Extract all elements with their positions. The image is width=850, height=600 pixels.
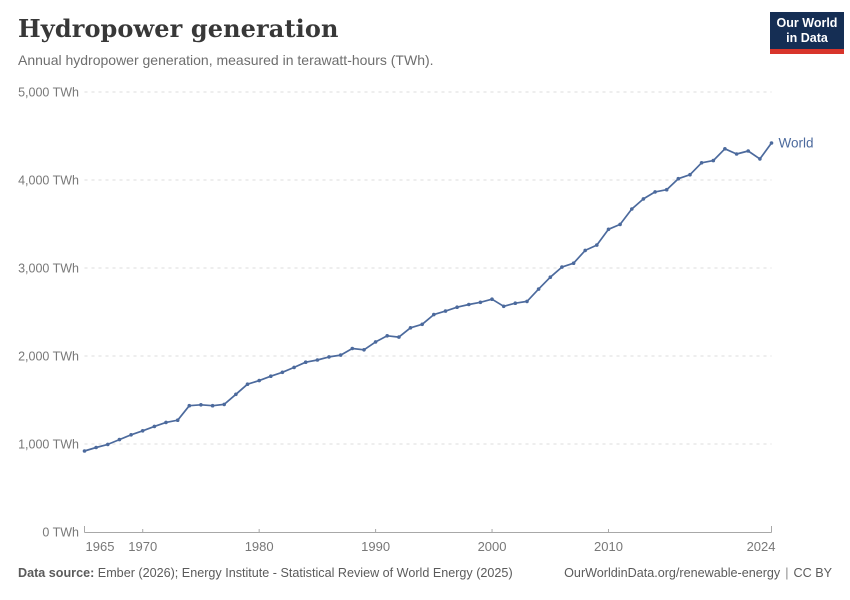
chart-footer: Data source: Ember (2026); Energy Instit… bbox=[18, 566, 832, 580]
chart-subtitle: Annual hydropower generation, measured i… bbox=[18, 52, 434, 68]
license-link[interactable]: CC BY bbox=[793, 566, 833, 580]
data-point[interactable] bbox=[432, 312, 436, 317]
y-axis-tick-label: 3,000 TWh bbox=[18, 262, 79, 276]
data-point[interactable] bbox=[653, 190, 657, 194]
data-point[interactable] bbox=[129, 433, 133, 437]
data-source-note: Data source: Ember (2026); Energy Instit… bbox=[18, 566, 513, 580]
data-point[interactable] bbox=[548, 275, 553, 280]
series-label-world[interactable]: World bbox=[779, 136, 814, 151]
data-point[interactable] bbox=[175, 418, 180, 423]
data-point[interactable] bbox=[490, 297, 494, 302]
data-point[interactable] bbox=[269, 374, 273, 379]
data-point[interactable] bbox=[408, 326, 413, 330]
data-point[interactable] bbox=[140, 429, 145, 433]
data-point[interactable] bbox=[758, 157, 762, 161]
data-point[interactable] bbox=[315, 358, 320, 362]
data-point[interactable] bbox=[257, 378, 262, 383]
data-point[interactable] bbox=[630, 207, 634, 211]
data-point[interactable] bbox=[478, 300, 483, 305]
data-point[interactable] bbox=[606, 227, 611, 232]
data-point[interactable] bbox=[769, 141, 774, 145]
y-axis-tick-label: 2,000 TWh bbox=[18, 350, 79, 364]
data-point[interactable] bbox=[362, 348, 366, 352]
data-point[interactable] bbox=[525, 299, 529, 304]
x-axis-tick-label: 1990 bbox=[361, 539, 390, 554]
data-point[interactable] bbox=[210, 403, 215, 408]
data-point[interactable] bbox=[152, 424, 157, 429]
data-point[interactable] bbox=[82, 449, 87, 453]
data-point[interactable] bbox=[711, 158, 716, 163]
page-title: Hydropower generation bbox=[18, 14, 339, 43]
owid-logo[interactable]: Our World in Data bbox=[770, 12, 844, 54]
y-axis-tick-label: 5,000 TWh bbox=[18, 86, 79, 100]
data-point[interactable] bbox=[245, 382, 250, 387]
data-point[interactable] bbox=[199, 403, 203, 407]
owid-logo-line2: in Data bbox=[786, 31, 828, 45]
y-axis-tick-label: 4,000 TWh bbox=[18, 174, 79, 188]
data-point[interactable] bbox=[676, 176, 681, 181]
data-point[interactable] bbox=[723, 147, 727, 151]
y-axis-tick-label: 1,000 TWh bbox=[18, 438, 79, 452]
data-source-text: Ember (2026); Energy Institute - Statist… bbox=[94, 566, 513, 580]
footer-separator: | bbox=[785, 566, 789, 580]
data-point[interactable] bbox=[338, 353, 343, 357]
x-axis-tick-label: 2024 bbox=[747, 539, 776, 554]
data-point[interactable] bbox=[467, 302, 471, 307]
data-point[interactable] bbox=[746, 149, 750, 153]
footer-links: OurWorldinData.org/renewable-energy | CC B… bbox=[564, 566, 832, 580]
data-point[interactable] bbox=[664, 187, 669, 192]
owid-url-link[interactable]: OurWorldinData.org/renewable-energy bbox=[564, 566, 781, 580]
data-point[interactable] bbox=[187, 403, 192, 408]
data-point[interactable] bbox=[595, 243, 599, 247]
data-point[interactable] bbox=[373, 340, 378, 344]
data-point[interactable] bbox=[699, 161, 704, 165]
data-point[interactable] bbox=[688, 172, 692, 177]
data-point[interactable] bbox=[455, 305, 459, 310]
x-axis-tick-label: 1980 bbox=[245, 539, 274, 554]
data-point[interactable] bbox=[280, 370, 285, 375]
data-point[interactable] bbox=[420, 322, 425, 327]
data-point[interactable] bbox=[117, 437, 122, 442]
data-point[interactable] bbox=[501, 304, 506, 309]
data-point[interactable] bbox=[303, 360, 308, 365]
data-point[interactable] bbox=[571, 261, 576, 266]
data-point[interactable] bbox=[106, 442, 110, 447]
data-point[interactable] bbox=[443, 309, 448, 313]
data-point[interactable] bbox=[385, 334, 390, 338]
data-source-label: Data source: bbox=[18, 566, 95, 580]
y-axis-tick-label: 0 TWh bbox=[42, 526, 79, 540]
data-point[interactable] bbox=[164, 420, 168, 425]
data-point[interactable] bbox=[397, 335, 401, 339]
data-point[interactable] bbox=[94, 445, 98, 450]
x-axis-tick-label: 2000 bbox=[478, 539, 507, 554]
data-point[interactable] bbox=[641, 197, 646, 201]
data-point[interactable] bbox=[513, 301, 518, 306]
x-axis-tick-label: 1965 bbox=[86, 539, 115, 554]
data-point[interactable] bbox=[734, 152, 739, 156]
x-axis-tick-label: 2010 bbox=[594, 539, 623, 554]
data-point[interactable] bbox=[222, 402, 226, 407]
data-point[interactable] bbox=[350, 346, 355, 351]
owid-logo-line1: Our World bbox=[776, 16, 838, 30]
data-point[interactable] bbox=[327, 355, 331, 359]
x-axis-tick-label: 1970 bbox=[128, 539, 157, 554]
data-point[interactable] bbox=[560, 265, 564, 269]
data-point[interactable] bbox=[618, 222, 622, 227]
world-line bbox=[83, 142, 773, 452]
data-point[interactable] bbox=[234, 392, 238, 397]
data-point[interactable] bbox=[583, 248, 587, 253]
data-point[interactable] bbox=[292, 365, 296, 370]
data-point[interactable] bbox=[536, 287, 541, 291]
